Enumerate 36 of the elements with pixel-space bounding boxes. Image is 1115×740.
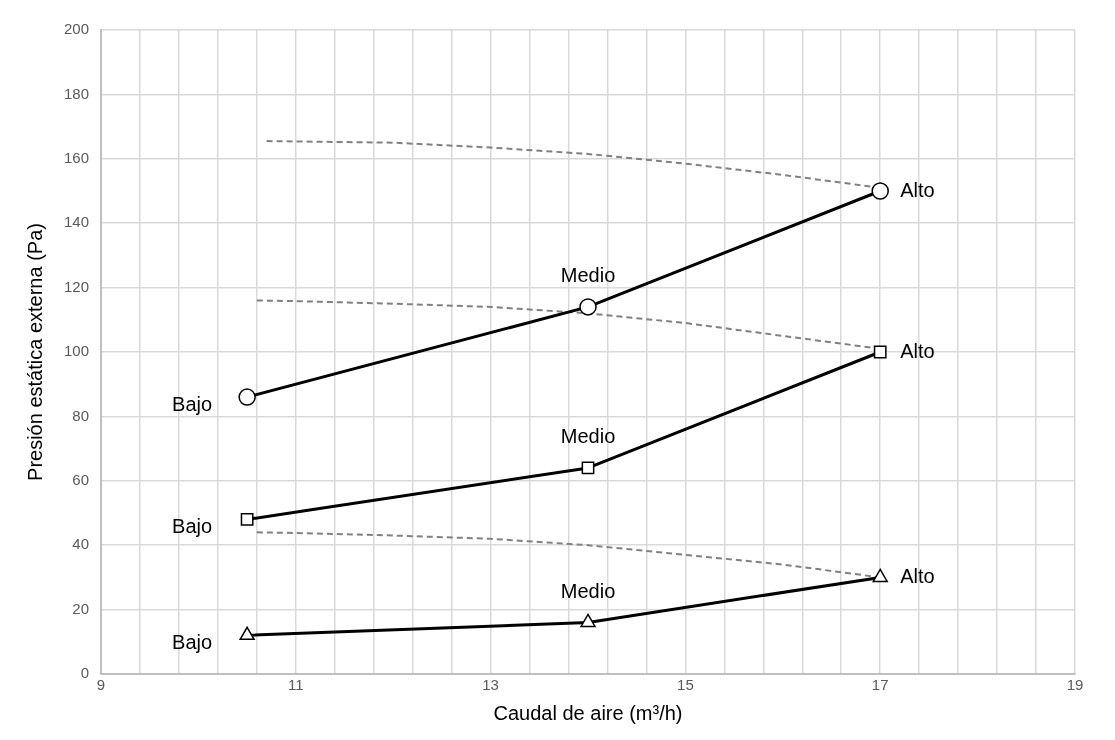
x-tick-label: 19	[1066, 676, 1084, 694]
y-tick-label: 120	[64, 277, 90, 295]
x-tick-label: 15	[677, 676, 694, 694]
annotation: Medio	[560, 580, 616, 602]
annotation: Medio	[560, 264, 616, 287]
annotation: Medio	[560, 425, 616, 448]
y-tick-label: 0	[80, 664, 90, 682]
x-axis-title: Caudal de aire (m³/h)	[493, 701, 683, 724]
point	[240, 513, 254, 526]
y-tick-label: 180	[64, 84, 90, 102]
point	[871, 182, 889, 200]
annotation: Bajo	[172, 630, 213, 653]
x-tick-label: 17	[871, 676, 889, 694]
annotation: Alto	[900, 178, 935, 201]
x-tick-label: 9	[96, 676, 106, 694]
y-tick-label: 60	[72, 470, 90, 488]
point	[873, 345, 887, 359]
y-tick-label: 80	[72, 406, 90, 424]
point	[239, 626, 255, 641]
y-tick-label: 140	[64, 213, 90, 231]
y-tick-label: 20	[72, 599, 90, 617]
annotation: Alto	[900, 339, 935, 362]
x-tick-label: 11	[288, 676, 304, 694]
y-tick-label: 40	[72, 535, 90, 553]
y-tick-label: 160	[64, 148, 90, 166]
point	[872, 568, 888, 583]
y-axis-title: Presión estática externa (Pa)	[23, 223, 46, 481]
y-tick-label: 200	[64, 20, 90, 38]
annotation: Bajo	[172, 392, 213, 415]
point	[579, 298, 597, 316]
x-tick-label: 13	[482, 676, 499, 694]
annotation: Bajo	[172, 514, 213, 537]
y-tick-label: 100	[64, 342, 90, 360]
point	[238, 388, 256, 406]
annotation: Alto	[900, 564, 935, 587]
point	[580, 613, 596, 628]
